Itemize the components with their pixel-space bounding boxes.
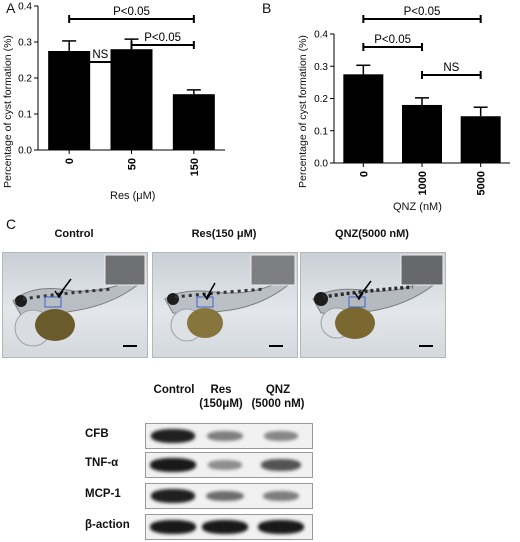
y-tick-label: 0.1 [314,126,328,137]
blot-band [150,458,196,472]
blot-row-label: MCP-1 [85,488,121,500]
blot-row [145,452,313,478]
y-tick-label: 0.1 [18,110,32,121]
bar [172,94,215,150]
y-tick-label: 0.0 [18,146,32,157]
blot-band [208,460,242,470]
significance-label: P<0.05 [113,6,150,18]
panel-b-letter: B [262,0,272,16]
zebrafish-photo-res [152,252,298,358]
lane-label-line: QNZ [265,384,291,396]
y-tick-label: 0.4 [18,2,32,13]
bar [48,51,91,150]
bar [402,104,442,163]
significance-label: P<0.05 [374,34,411,46]
blot-row-label: TNF-α [85,457,119,469]
x-tick-label: 1000 [417,171,429,195]
blot-band [150,520,196,534]
panel-c-letter: C [6,216,17,232]
blot-row-label: β-action [85,519,130,531]
bar [343,74,384,163]
significance-label: P<0.05 [404,6,441,18]
panel-a-x-axis-label: Res (μM) [110,190,156,202]
zebrafish-photo-control [2,252,148,358]
lane-label-line: (5000 nM) [251,398,305,410]
blot-row [145,423,313,449]
bar [460,116,501,163]
blot-band [207,430,243,442]
significance-label: NS [443,62,459,74]
y-tick-label: 0.2 [18,74,32,85]
blot-row [145,514,313,540]
blot-lane-label-qnz: QNZ (5000 nM) [246,383,310,411]
zebrafish-photo-qnz [300,252,446,358]
x-tick-label: 0 [358,171,370,177]
lane-label-line: (150μM) [199,398,243,410]
x-tick-label: 150 [189,158,201,176]
zebrafish-larva-illustration [164,254,296,347]
y-tick-label: 0.0 [314,159,328,170]
y-tick-label: 0.2 [314,94,328,105]
blot-row [145,483,313,509]
blot-row-label: CFB [85,428,109,440]
panel-a-letter: A [6,0,16,16]
blot-band [258,520,304,534]
lane-label-line: Control [153,384,195,396]
significance-label: NS [92,49,108,61]
panel-b-x-axis-label: QNZ (nM) [393,201,442,213]
significance-label: P<0.05 [144,32,181,44]
y-tick-label: 0.3 [314,62,328,73]
zebrafish-larva-illustration [12,254,146,347]
blot-lane-label-res: Res (150μM) [192,383,250,411]
blot-band [150,489,196,503]
panel-b-chart: 0.0 0.1 0.2 0.3 0.4 0 1000 5000 P<0.05 P<0.05 NS [314,6,510,195]
x-tick-label: 5000 [476,171,488,195]
blot-band [202,520,248,534]
condition-label-qnz: QNZ(5000 nM) [335,228,409,240]
blot-band [150,429,196,443]
blot-band [263,431,299,441]
blot-band [263,490,299,502]
blot-band [206,490,244,502]
condition-label-res: Res(150 μM) [191,228,257,240]
y-tick-label: 0.4 [314,30,328,41]
panel-a-chart: 0.0 0.1 0.2 0.3 0.4 0 50 150 P<0.05 NS P<0.05 [18,2,225,176]
lane-label-line: Res [210,384,232,396]
blot-band [261,459,301,471]
condition-label-control: Control [54,228,94,240]
blot-lane-label-control: Control [146,383,202,397]
zebrafish-larva-illustration [312,254,444,347]
y-tick-label: 0.3 [18,38,32,49]
x-tick-label: 50 [127,158,139,170]
x-tick-label: 0 [64,158,76,164]
